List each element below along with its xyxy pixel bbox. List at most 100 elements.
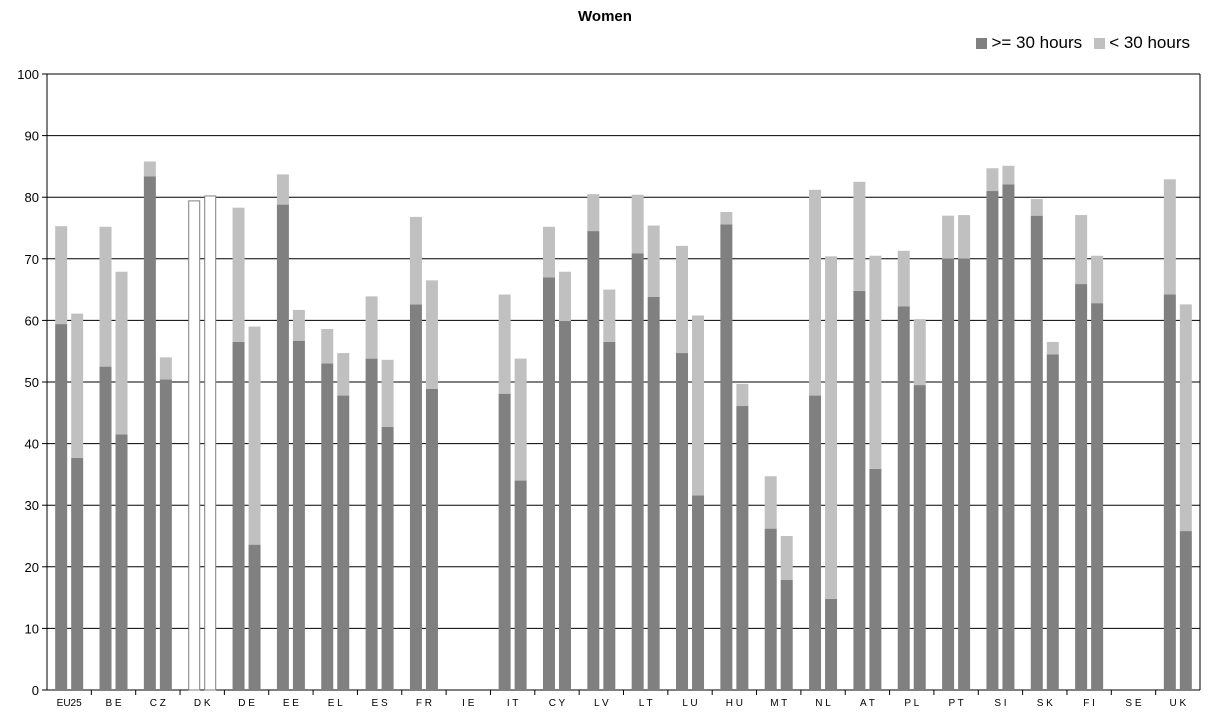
bar-part-time — [55, 226, 68, 325]
y-tick-label: 30 — [25, 498, 39, 513]
y-tick-label: 100 — [17, 67, 39, 82]
bar-part-time — [514, 358, 527, 481]
x-tick-label: S I — [994, 698, 1006, 709]
bar-part-time — [381, 359, 394, 427]
bar-full-time — [425, 388, 438, 690]
legend-label-part-time: < 30 hours — [1109, 33, 1190, 52]
x-tick-label: S K — [1037, 698, 1053, 709]
bar-part-time — [1075, 215, 1088, 285]
bar-part-time — [542, 226, 555, 278]
bar-part-time — [248, 326, 261, 545]
y-tick-label: 10 — [25, 621, 39, 636]
x-tick-label: F I — [1083, 698, 1095, 709]
bar-part-time — [603, 289, 616, 342]
legend-item-part-time: < 30 hours — [1094, 33, 1190, 53]
bar-full-time — [1030, 215, 1043, 690]
bar-full-time — [409, 304, 422, 690]
bar-full-time — [897, 306, 910, 690]
bar-part-time — [720, 211, 733, 225]
x-tick-label: S E — [1125, 698, 1141, 709]
bar-full-time — [1002, 184, 1015, 690]
x-tick-label: L T — [639, 698, 653, 709]
bar-part-time — [71, 313, 84, 458]
x-tick-label: H U — [726, 698, 743, 709]
bar-full-time — [676, 353, 689, 690]
x-tick-label: EU25 — [57, 698, 82, 709]
bar-part-time — [676, 245, 689, 354]
x-tick-label: D K — [194, 698, 211, 709]
y-tick-label: 0 — [32, 683, 39, 698]
bar-full-time — [603, 341, 616, 690]
x-tick-label: E E — [283, 698, 299, 709]
y-tick-label: 50 — [25, 375, 39, 390]
bar-full-time — [764, 528, 777, 690]
bar-full-time — [1046, 354, 1059, 690]
x-tick-label: I E — [462, 698, 475, 709]
x-tick-label: E L — [328, 698, 343, 709]
bar-full-time — [869, 468, 882, 690]
y-tick-label: 90 — [25, 129, 39, 144]
bar-full-time — [1091, 303, 1104, 690]
bar-total — [204, 195, 217, 691]
x-tick-label: L V — [594, 698, 609, 709]
bar-full-time — [542, 277, 555, 690]
bar-part-time — [498, 294, 511, 394]
bar-full-time — [292, 340, 305, 690]
bar-part-time — [425, 280, 438, 389]
bar-full-time — [825, 598, 838, 690]
bar-part-time — [764, 476, 777, 529]
y-tick-label: 70 — [25, 252, 39, 267]
bar-full-time — [276, 204, 289, 691]
bar-part-time — [276, 174, 289, 205]
bar-part-time — [232, 207, 245, 342]
bar-part-time — [897, 250, 910, 307]
bar-full-time — [853, 290, 866, 690]
bar-full-time — [1163, 294, 1176, 690]
bar-full-time — [809, 395, 822, 690]
x-tick-label: L U — [682, 698, 697, 709]
bar-part-time — [913, 319, 926, 386]
bar-full-time — [1179, 531, 1192, 690]
x-tick-label: U K — [1169, 698, 1186, 709]
bar-full-time — [692, 495, 705, 690]
bar-full-time — [587, 231, 600, 690]
bar-part-time — [780, 536, 793, 580]
x-tick-label: P L — [904, 698, 919, 709]
bar-part-time — [1002, 165, 1015, 185]
x-tick-label: B E — [105, 698, 121, 709]
bar-full-time — [942, 258, 955, 690]
bar-part-time — [647, 225, 660, 297]
bar-part-time — [1046, 341, 1059, 355]
bar-part-time — [853, 181, 866, 291]
bar-part-time — [986, 168, 999, 192]
bar-full-time — [381, 426, 394, 690]
bar-full-time — [143, 176, 156, 691]
bar-full-time — [321, 363, 334, 690]
bar-full-time — [232, 341, 245, 690]
bar-full-time — [647, 296, 660, 690]
bar-full-time — [248, 544, 261, 690]
bar-full-time — [115, 434, 128, 690]
bar-full-time — [337, 395, 350, 690]
bar-part-time — [365, 296, 378, 359]
x-tick-label: D E — [238, 698, 255, 709]
bar-part-time — [558, 271, 571, 322]
bar-part-time — [631, 194, 644, 254]
bar-full-time — [986, 191, 999, 691]
bar-part-time — [587, 194, 600, 232]
bar-part-time — [1091, 255, 1104, 304]
x-tick-label: P T — [948, 698, 963, 709]
bar-full-time — [159, 379, 172, 690]
x-tick-label: N L — [815, 698, 831, 709]
bar-part-time — [825, 256, 838, 599]
legend-label-full-time: >= 30 hours — [991, 33, 1083, 52]
bar-part-time — [809, 189, 822, 396]
bar-full-time — [365, 358, 378, 690]
bar-part-time — [337, 353, 350, 396]
bar-part-time — [1030, 199, 1043, 216]
y-tick-label: 60 — [25, 313, 39, 328]
bar-full-time — [514, 480, 527, 690]
bar-part-time — [736, 383, 749, 407]
legend-item-full-time: >= 30 hours — [976, 33, 1082, 53]
